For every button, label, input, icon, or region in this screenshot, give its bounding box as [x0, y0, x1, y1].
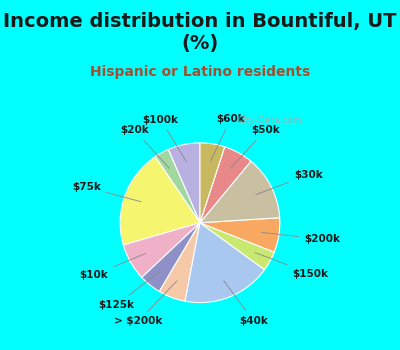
- Wedge shape: [120, 157, 200, 245]
- Text: $75k: $75k: [72, 182, 141, 202]
- Text: $40k: $40k: [224, 281, 268, 326]
- Text: Hispanic or Latino residents: Hispanic or Latino residents: [90, 65, 310, 79]
- Text: $150k: $150k: [255, 253, 328, 279]
- Wedge shape: [142, 223, 200, 292]
- Text: > $200k: > $200k: [114, 281, 177, 326]
- Wedge shape: [200, 218, 280, 252]
- Wedge shape: [155, 149, 200, 223]
- Text: $100k: $100k: [143, 114, 186, 162]
- Wedge shape: [185, 223, 264, 303]
- Text: $50k: $50k: [231, 125, 280, 168]
- Text: $200k: $200k: [262, 232, 340, 244]
- Wedge shape: [200, 143, 225, 223]
- Text: $20k: $20k: [120, 125, 169, 168]
- Wedge shape: [200, 223, 274, 270]
- Text: $125k: $125k: [98, 271, 160, 310]
- Text: $10k: $10k: [80, 253, 146, 280]
- Text: City-Data.com: City-Data.com: [238, 116, 302, 125]
- Wedge shape: [200, 161, 280, 223]
- Wedge shape: [123, 223, 200, 278]
- Wedge shape: [200, 147, 251, 223]
- Text: Income distribution in Bountiful, UT
(%): Income distribution in Bountiful, UT (%): [3, 12, 397, 53]
- Text: $30k: $30k: [256, 170, 323, 195]
- Wedge shape: [159, 223, 200, 301]
- Text: $60k: $60k: [210, 114, 245, 161]
- Wedge shape: [168, 143, 200, 223]
